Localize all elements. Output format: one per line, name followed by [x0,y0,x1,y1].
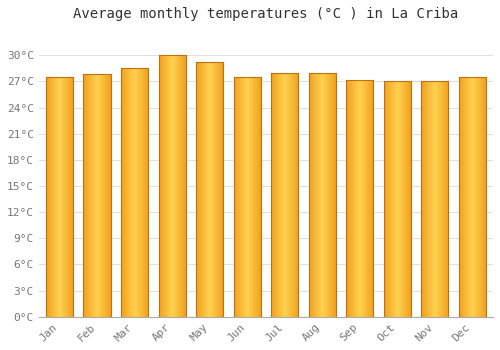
Title: Average monthly temperatures (°C ) in La Criba: Average monthly temperatures (°C ) in La… [74,7,458,21]
